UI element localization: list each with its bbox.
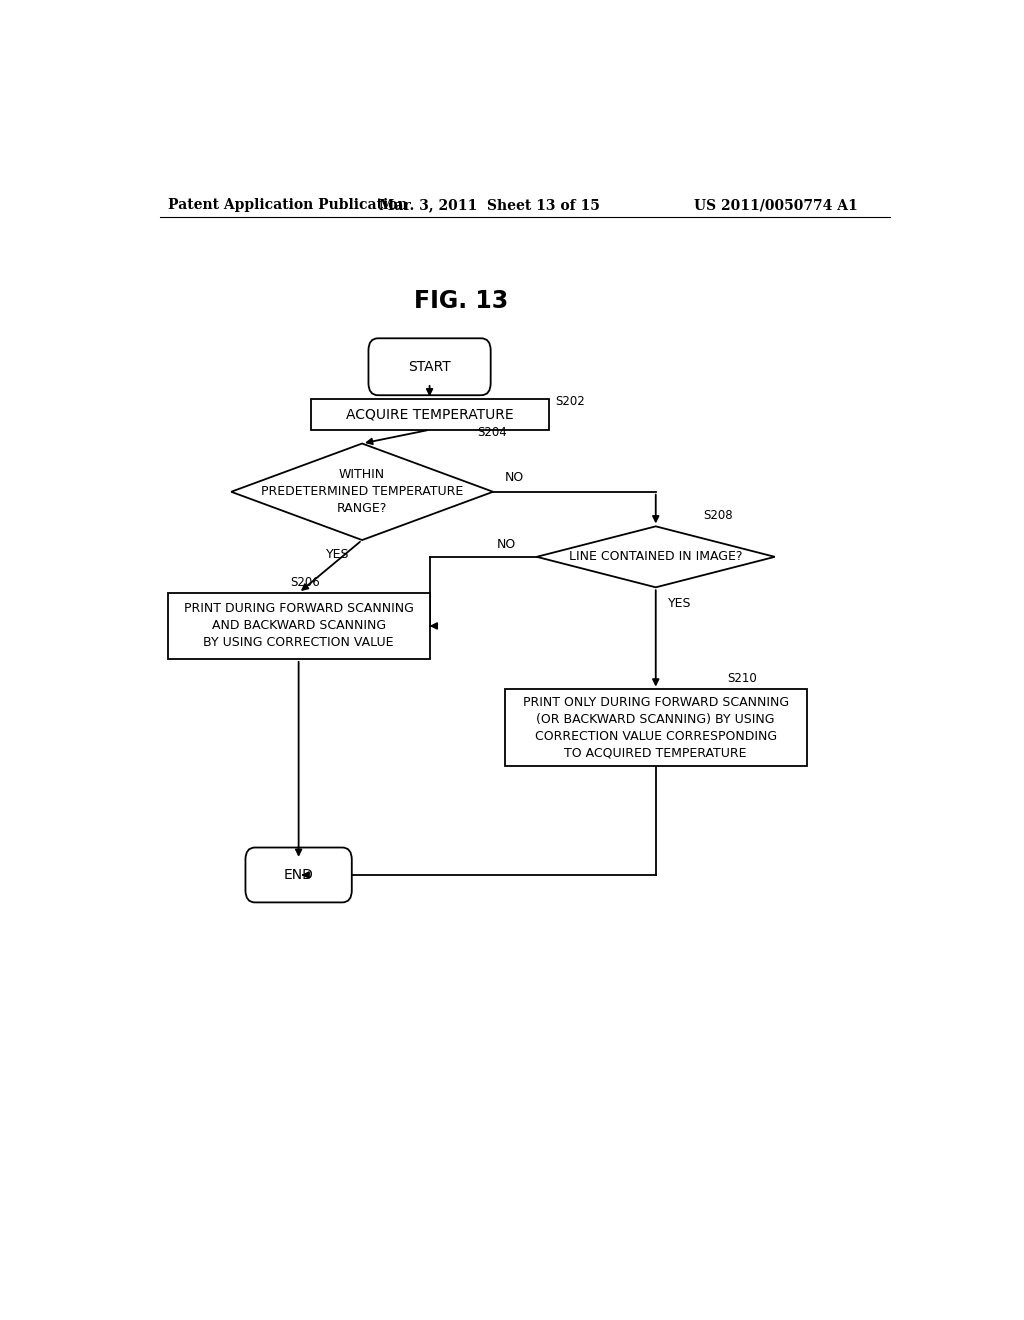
Text: Mar. 3, 2011  Sheet 13 of 15: Mar. 3, 2011 Sheet 13 of 15	[379, 198, 599, 213]
Text: END: END	[284, 869, 313, 882]
Text: FIG. 13: FIG. 13	[414, 289, 509, 313]
Text: US 2011/0050774 A1: US 2011/0050774 A1	[694, 198, 858, 213]
Polygon shape	[231, 444, 494, 540]
Bar	[505, 689, 807, 766]
Text: S208: S208	[703, 510, 733, 523]
Text: Patent Application Publication: Patent Application Publication	[168, 198, 408, 213]
Text: START: START	[409, 360, 451, 374]
Text: YES: YES	[327, 548, 350, 561]
Text: S204: S204	[477, 426, 507, 440]
Text: YES: YES	[668, 598, 691, 610]
Text: NO: NO	[497, 537, 516, 550]
Text: S210: S210	[727, 672, 757, 685]
Bar	[168, 593, 430, 659]
Text: WITHIN
PREDETERMINED TEMPERATURE
RANGE?: WITHIN PREDETERMINED TEMPERATURE RANGE?	[261, 469, 463, 515]
Polygon shape	[537, 527, 775, 587]
Text: ACQUIRE TEMPERATURE: ACQUIRE TEMPERATURE	[346, 408, 513, 421]
Text: PRINT ONLY DURING FORWARD SCANNING
(OR BACKWARD SCANNING) BY USING
CORRECTION VA: PRINT ONLY DURING FORWARD SCANNING (OR B…	[522, 696, 788, 759]
Text: LINE CONTAINED IN IMAGE?: LINE CONTAINED IN IMAGE?	[569, 550, 742, 564]
FancyBboxPatch shape	[369, 338, 490, 395]
Text: S202: S202	[555, 396, 585, 408]
Text: PRINT DURING FORWARD SCANNING
AND BACKWARD SCANNING
BY USING CORRECTION VALUE: PRINT DURING FORWARD SCANNING AND BACKWA…	[183, 602, 414, 649]
FancyBboxPatch shape	[246, 847, 352, 903]
Text: S206: S206	[291, 576, 321, 589]
Text: NO: NO	[505, 471, 524, 483]
Bar	[310, 399, 549, 430]
